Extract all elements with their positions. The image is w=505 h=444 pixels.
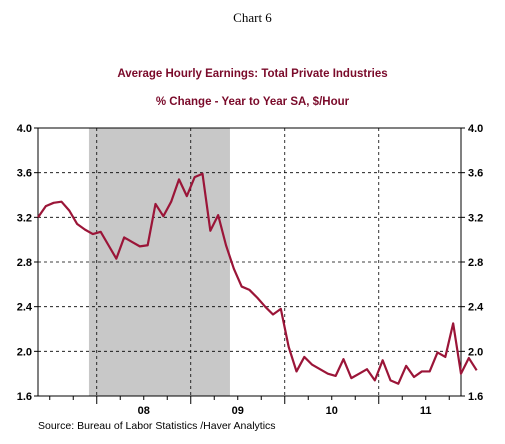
x-tick-label: 08: [138, 405, 150, 417]
y-tick-label-right: 2.8: [468, 257, 483, 269]
x-tick-label: 10: [326, 405, 338, 417]
y-tick-label-left: 3.2: [17, 212, 32, 224]
y-tick-label-right: 1.6: [468, 391, 483, 403]
plot-frame: [37, 127, 462, 397]
y-tick-label-left: 2.8: [17, 257, 32, 269]
chart-subtitle: % Change - Year to Year SA, $/Hour: [155, 96, 350, 108]
plot-frame-layer: [34, 127, 465, 404]
y-tick-label-left: 2.4: [17, 302, 33, 314]
x-tick-label: 09: [232, 405, 244, 417]
y-tick-label-right: 3.2: [468, 212, 483, 224]
y-tick-label-left: 4.0: [17, 123, 32, 135]
tick-labels-layer: 1.6 1.6 2.0 2.0 2.4 2.4 2.8 2.8 3.2 3.2 3.6 3.6 4.0 4…: [17, 123, 484, 417]
gridlines-layer: [38, 128, 461, 396]
y-tick-label-right: 4.0: [468, 123, 483, 135]
y-tick-label-right: 3.6: [468, 168, 483, 180]
x-tick-label: 11: [420, 405, 432, 417]
y-tick-label-right: 2.0: [468, 346, 483, 358]
y-tick-label-left: 3.6: [17, 168, 32, 180]
source-note: Source: Bureau of Labor Statistics /Have…: [38, 420, 276, 432]
chart-number: Chart 6: [233, 10, 272, 25]
y-tick-label-left: 2.0: [17, 346, 32, 358]
series-line-0: [37, 172, 478, 385]
series-layer: [37, 172, 478, 385]
y-tick-label-left: 1.6: [17, 391, 32, 403]
chart-title: Average Hourly Earnings: Total Private I…: [117, 68, 388, 80]
y-tick-label-right: 2.4: [468, 302, 484, 314]
